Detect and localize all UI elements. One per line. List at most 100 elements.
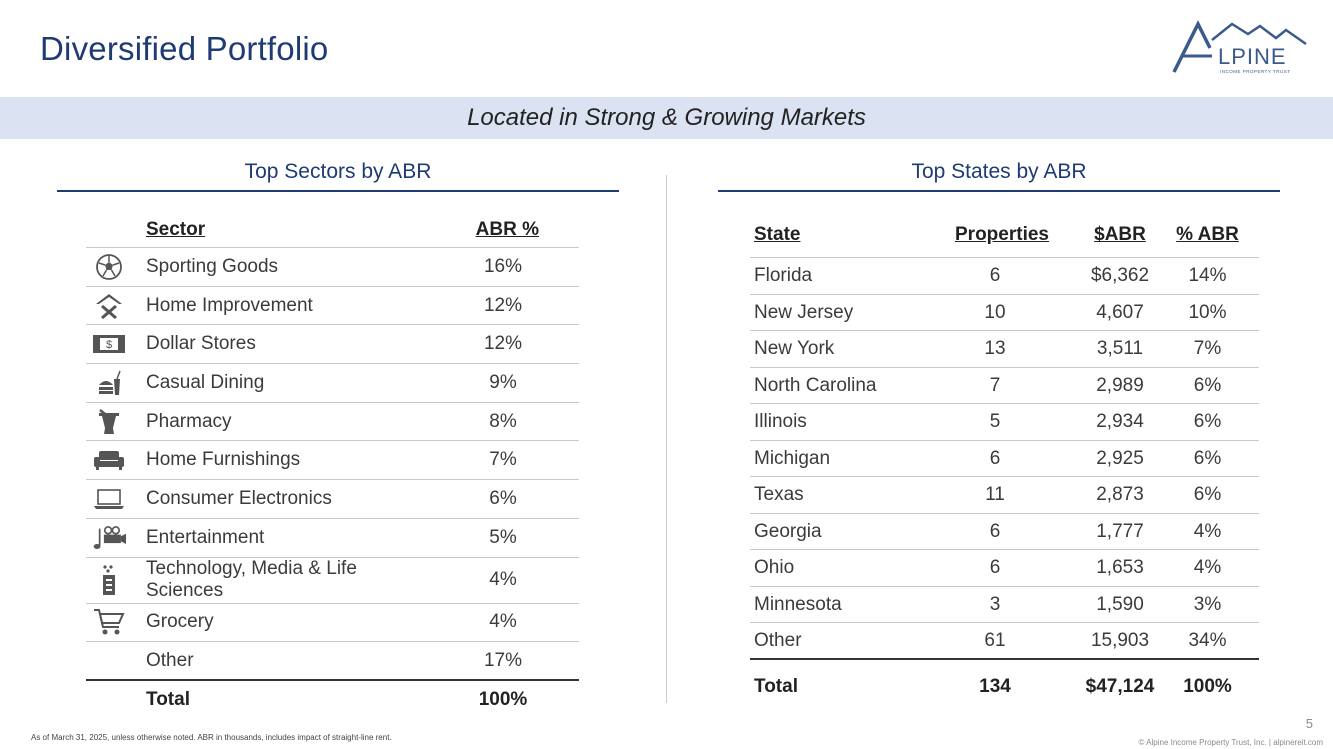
state-abr: $6,362 [1090, 265, 1150, 286]
state-name: New York [754, 338, 835, 359]
state-properties: 3 [989, 593, 1001, 615]
state-properties: 6 [989, 265, 1001, 286]
sector-name: Other [146, 649, 194, 671]
tools-icon [92, 291, 126, 321]
pct-abr-header: % ABR [1176, 224, 1239, 245]
camera-music-icon [92, 523, 126, 553]
sector-name: Grocery [146, 611, 214, 633]
lab-device-icon [92, 565, 126, 595]
state-pct: 6% [1193, 447, 1222, 469]
state-pct: 6% [1193, 374, 1222, 396]
sectors-total-pct: 100% [478, 688, 528, 710]
sector-name: Pharmacy [146, 410, 232, 432]
sector-name: Consumer Electronics [146, 487, 332, 509]
state-properties: 10 [984, 301, 1006, 323]
state-abr: 2,873 [1096, 484, 1144, 505]
states-total-pct: 100% [1183, 675, 1232, 697]
svg-text:$: $ [106, 339, 112, 351]
sector-pct: 4% [489, 569, 517, 590]
states-rule [718, 190, 1280, 192]
state-name: North Carolina [754, 374, 877, 396]
state-row: Ohio 6 1,653 4% [750, 550, 1259, 587]
sector-pct: 16% [483, 255, 523, 277]
sectors-title: Top Sectors by ABR [244, 160, 432, 183]
sector-name: Dollar Stores [146, 333, 256, 355]
fast-food-icon [92, 368, 126, 398]
soccer-ball-icon [92, 252, 126, 282]
copyright-link[interactable]: © Alpine Income Property Trust, Inc. | a… [1138, 738, 1324, 747]
sector-pct: 9% [489, 371, 517, 393]
state-properties: 7 [989, 374, 1001, 396]
properties-header: Properties [955, 224, 1049, 245]
sector-pct: 5% [489, 526, 517, 548]
banner-text: Located in Strong & Growing Markets [467, 104, 866, 131]
state-properties: 5 [989, 411, 1001, 432]
state-name: Florida [754, 265, 813, 286]
sector-header: Sector [146, 219, 206, 240]
banner [0, 97, 1333, 139]
sector-row: Technology, Media & Life Sciences 4% [86, 558, 579, 604]
sector-pct: 12% [483, 294, 523, 316]
vertical-divider [666, 175, 667, 703]
page-number: 5 [1305, 716, 1313, 731]
state-name: Minnesota [754, 593, 842, 615]
sector-row: Casual Dining 9% [86, 364, 579, 403]
sector-pct: 4% [489, 611, 517, 633]
sector-pct: 7% [489, 449, 517, 471]
page-title: Diversified Portfolio [40, 30, 329, 67]
states-table: State Properties $ABR % ABR Florida 6 $6… [750, 218, 1259, 712]
state-name: Texas [754, 484, 804, 505]
state-abr: 1,590 [1096, 593, 1144, 615]
state-properties: 61 [984, 630, 1006, 651]
sector-row: Grocery 4% [86, 604, 579, 643]
sector-row: Home Improvement 12% [86, 287, 579, 326]
laptop-icon [92, 484, 126, 514]
sectors-total-label: Total [146, 688, 190, 710]
states-title: Top States by ABR [911, 160, 1087, 183]
state-row: New York 13 3,511 7% [750, 331, 1259, 368]
footnote: As of March 31, 2025, unless otherwise n… [31, 733, 392, 742]
sector-pct: 12% [483, 333, 523, 355]
states-total-row: Total 134 $47,124 100% [750, 660, 1259, 712]
state-row: Minnesota 3 1,590 3% [750, 587, 1259, 623]
sector-name: Home Improvement [146, 294, 313, 316]
sectors-table: Sector ABR % Sporting Goods 16% Home Imp… [86, 213, 579, 721]
sectors-rule [57, 190, 619, 192]
state-properties: 6 [989, 557, 1001, 578]
alpine-logo: LPINE INCOME PROPERTY TRUST [1172, 20, 1307, 74]
sector-pct: 8% [489, 410, 517, 432]
sector-row: $ Dollar Stores 12% [86, 325, 579, 365]
logo-subtext: INCOME PROPERTY TRUST [1220, 69, 1291, 74]
state-header: State [754, 224, 801, 245]
sectors-header-row: Sector ABR % [86, 213, 579, 248]
state-row: Michigan 6 2,925 6% [750, 441, 1259, 477]
states-total-properties: 134 [979, 675, 1011, 697]
state-row: Georgia 6 1,777 4% [750, 514, 1259, 550]
state-name: Other [754, 630, 802, 651]
state-name: Michigan [754, 447, 831, 469]
abr-pct-header: ABR % [475, 219, 539, 240]
state-pct: 7% [1193, 338, 1222, 359]
shopping-cart-icon [92, 607, 126, 637]
state-row: North Carolina 7 2,989 6% [750, 368, 1259, 404]
abr-header: $ABR [1094, 224, 1146, 245]
state-pct: 34% [1188, 630, 1227, 651]
state-abr: 2,989 [1096, 374, 1144, 396]
sector-name: Casual Dining [146, 371, 265, 393]
state-abr: 2,925 [1096, 447, 1144, 469]
state-abr: 3,511 [1096, 338, 1144, 359]
state-pct: 6% [1193, 484, 1222, 505]
state-properties: 13 [984, 338, 1006, 359]
sector-row: Sporting Goods 16% [86, 248, 579, 287]
state-abr: 2,934 [1096, 411, 1144, 432]
state-pct: 3% [1193, 593, 1222, 615]
sector-row: Home Furnishings 7% [86, 441, 579, 481]
states-total-abr: $47,124 [1085, 675, 1155, 697]
state-name: Ohio [754, 557, 795, 578]
state-pct: 4% [1193, 557, 1222, 578]
sector-name: Home Furnishings [146, 449, 301, 471]
state-pct: 10% [1188, 301, 1227, 323]
state-abr: 1,653 [1096, 557, 1144, 578]
state-name: Georgia [754, 520, 822, 542]
state-pct: 4% [1193, 520, 1222, 542]
